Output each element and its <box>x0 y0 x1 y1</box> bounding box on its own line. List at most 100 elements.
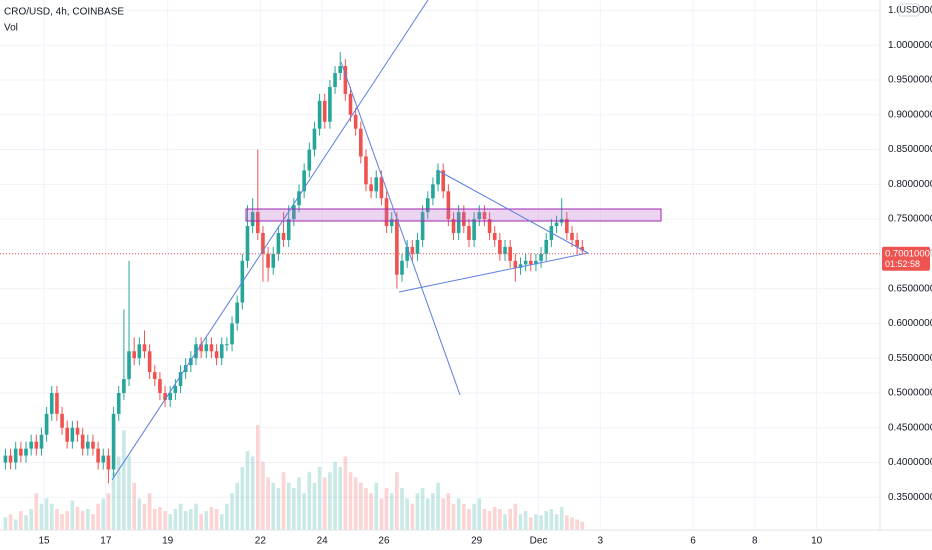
volume-bar <box>379 498 384 530</box>
candle-body <box>194 344 198 359</box>
candle-body <box>158 379 162 393</box>
candle-body <box>338 66 343 74</box>
volume-bar <box>183 511 188 530</box>
volume-bar <box>39 503 44 530</box>
volume-pane <box>3 425 585 530</box>
x-tick-label: Dec <box>530 536 548 547</box>
candle-body <box>13 448 18 463</box>
volume-bar <box>96 503 100 530</box>
x-tick-label: 19 <box>162 536 174 547</box>
candle-body <box>147 351 152 373</box>
candle-body <box>544 239 549 254</box>
volume-bar <box>152 509 157 530</box>
volume-bar <box>364 488 368 530</box>
current-price-label: 0.70010000 <box>885 248 932 259</box>
volume-bar <box>369 493 373 530</box>
volume-bar <box>55 509 59 530</box>
volume-bar <box>374 482 379 530</box>
volume-bar <box>271 482 276 530</box>
zone-rectangle <box>245 208 662 222</box>
volume-bar <box>86 509 90 530</box>
candle-body <box>29 441 33 449</box>
candle-body <box>39 434 44 449</box>
candle-body <box>122 379 126 393</box>
triangle-line <box>398 252 589 293</box>
candle-body <box>250 212 255 227</box>
volume-bar <box>75 506 80 530</box>
volume-bar <box>482 509 487 530</box>
candle-body <box>446 191 451 220</box>
volume-bar <box>528 517 533 530</box>
volume-bar <box>338 467 343 530</box>
symbol-title: CRO/USD, 4h, COINBASE <box>4 7 124 18</box>
volume-bar <box>580 521 585 530</box>
volume-bar <box>70 500 75 530</box>
candle-body <box>333 73 337 87</box>
currency-label: USD <box>899 4 919 14</box>
candle-body <box>19 448 23 456</box>
x-tick-label: 29 <box>471 536 483 547</box>
volume-bar <box>276 488 281 530</box>
candle-body <box>142 344 147 352</box>
volume-bar <box>467 509 471 530</box>
candle-body <box>389 219 394 227</box>
candle-body <box>539 253 543 261</box>
candle-body <box>245 226 250 261</box>
volume-bar <box>436 482 440 530</box>
candle-body <box>281 233 286 240</box>
volume-bar <box>240 467 245 530</box>
volume-bar <box>255 425 260 530</box>
x-tick-label: 6 <box>690 536 696 547</box>
candle-body <box>261 233 265 254</box>
y-tick-label: 0.80000000 <box>888 179 932 190</box>
x-tick-label: 24 <box>317 536 329 547</box>
volume-bar <box>384 488 389 530</box>
volume-bar <box>214 509 219 530</box>
candle-body <box>271 253 276 268</box>
candle-body <box>60 413 64 428</box>
candle-body <box>3 455 8 463</box>
volume-bar <box>60 514 64 530</box>
volume-bar <box>302 493 306 530</box>
candle-body <box>462 212 466 227</box>
volume-bar <box>137 498 142 530</box>
candle-body <box>379 177 384 199</box>
volume-bar <box>281 472 286 530</box>
candle-body <box>534 260 538 265</box>
y-tick-label: 0.60000000 <box>888 318 932 329</box>
currency-box <box>898 3 920 17</box>
candle-body <box>384 198 389 227</box>
candle-body <box>503 246 507 254</box>
candle-body <box>8 455 13 463</box>
y-tick-label: 1.00000000 <box>888 40 932 51</box>
volume-label: Vol <box>4 23 18 34</box>
candle-body <box>431 184 435 199</box>
volume-bar <box>19 511 23 530</box>
candle-body <box>492 233 497 240</box>
volume-bar <box>230 493 234 530</box>
y-tick-label: 0.40000000 <box>888 457 932 468</box>
volume-bar <box>266 477 270 530</box>
candle-body <box>312 128 317 150</box>
candle-body <box>482 212 487 220</box>
candle-body <box>395 219 399 275</box>
x-tick-label: 15 <box>38 536 50 547</box>
y-tick-label: 0.90000000 <box>888 109 932 120</box>
volume-bar <box>235 482 239 530</box>
volume-bar <box>225 503 229 530</box>
volume-bar <box>80 511 85 530</box>
candle-body <box>570 233 574 240</box>
volume-bar <box>462 503 466 530</box>
volume-bar <box>111 472 116 530</box>
volume-bar <box>178 503 183 530</box>
volume-bar <box>405 498 409 530</box>
candle-body <box>317 100 322 129</box>
candle-body <box>353 114 358 129</box>
candle-body <box>219 344 224 359</box>
candle-body <box>178 372 183 387</box>
volume-bar <box>312 482 317 530</box>
candle-body <box>359 128 363 157</box>
candle-body <box>467 226 471 240</box>
candle-body <box>137 344 142 359</box>
volume-bar <box>44 498 49 530</box>
